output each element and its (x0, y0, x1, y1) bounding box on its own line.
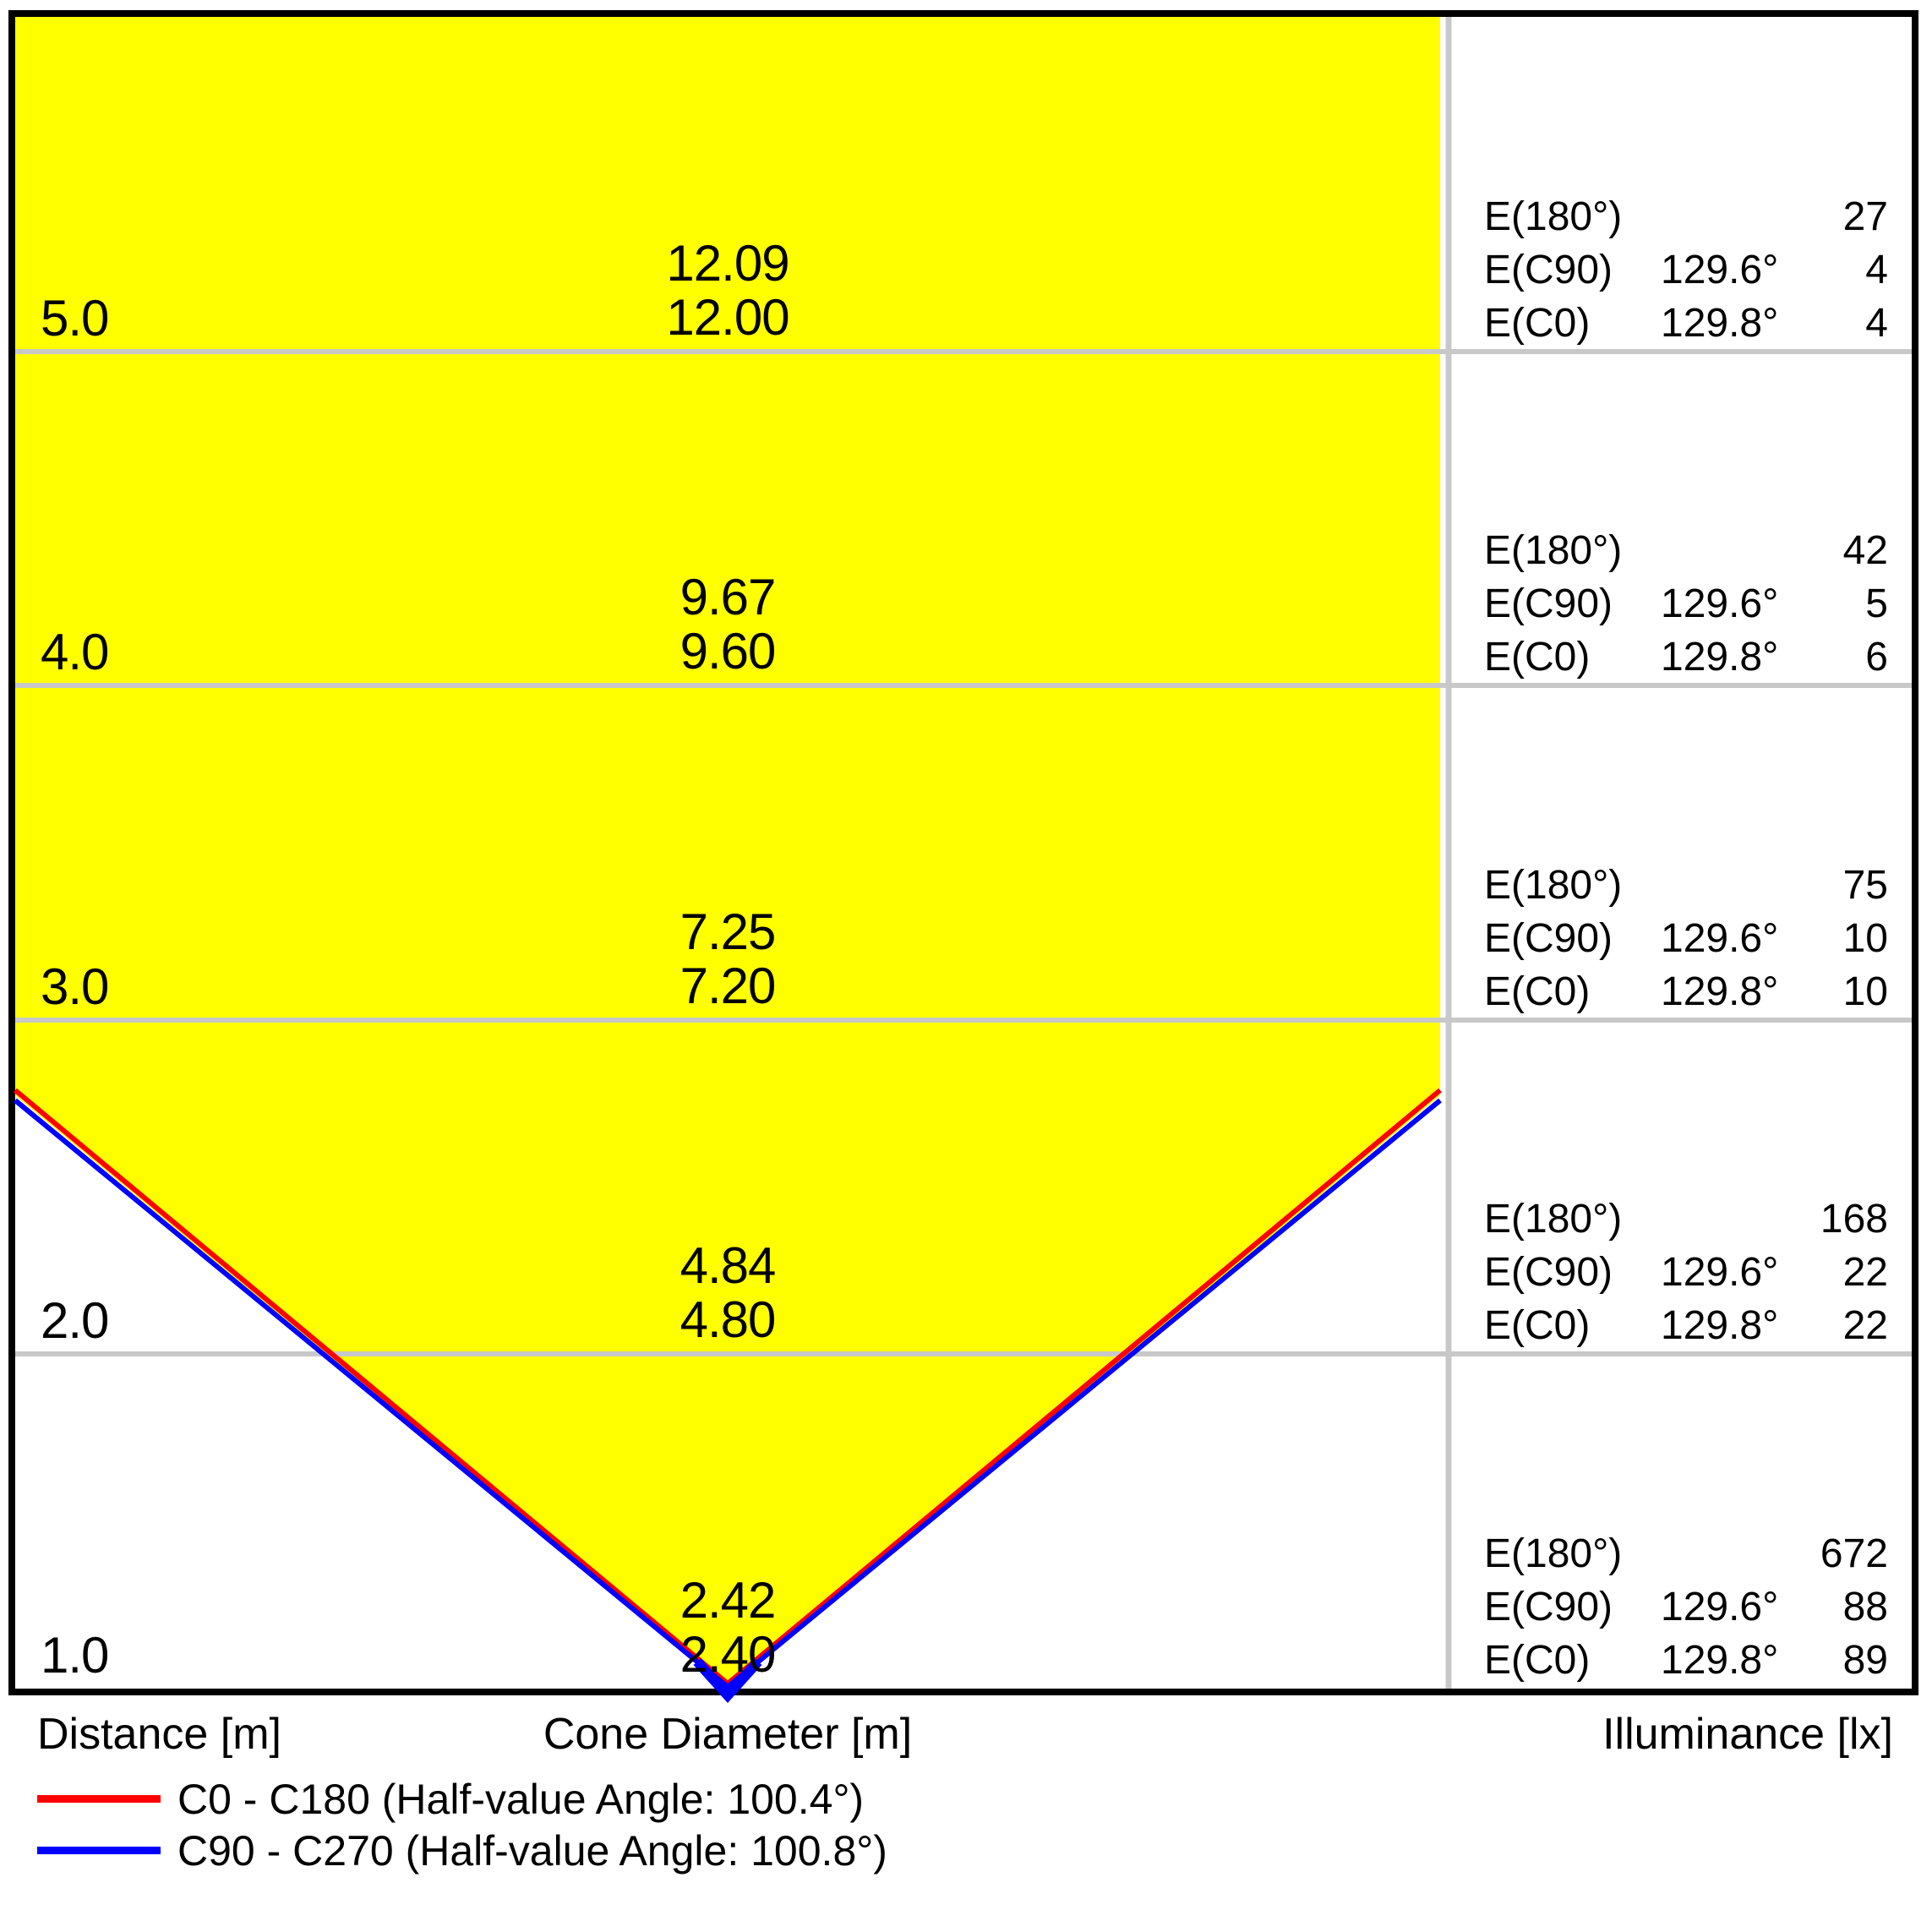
ec90-label: E(C90) (1484, 1585, 1613, 1629)
cone-diameter-c0: 9.60 (679, 623, 777, 679)
legend-label-c90-c270: C90 - C270 (Half-value Angle: 100.8°) (177, 1826, 887, 1875)
cone-diameter-c0: 12.00 (666, 289, 789, 346)
ec0-value: 10 (1842, 969, 1888, 1014)
illuminance-block: E(180°) 672 E(C90) 129.6° 88 E(C0) 129.8° 89 (1452, 1527, 1912, 1688)
cone-diameter-c0: 7.20 (679, 958, 777, 1014)
cone-diameter-axis-caption: Cone Diameter [m] (543, 1710, 913, 1759)
e180-value: 672 (1820, 1531, 1888, 1576)
legend-entry-c0-c180: C0 - C180 (Half-value Angle: 100.4°) (37, 1773, 887, 1825)
illuminance-block: E(180°) 168 E(C90) 129.6° 22 E(C0) 129.8° 22 (1452, 1192, 1912, 1353)
legend: C0 - C180 (Half-value Angle: 100.4°) C90… (37, 1773, 887, 1876)
illuminance-block: E(180°) 42 E(C90) 129.6° 5 E(C0) 129.8° 6 (1452, 524, 1912, 685)
ec90-value: 5 (1865, 581, 1888, 626)
illuminance-block: E(180°) 75 E(C90) 129.6° 10 E(C0) 129.8° 10 (1452, 859, 1912, 1019)
e180-value: 75 (1842, 863, 1888, 908)
cone-diameter-c90: 9.67 (679, 569, 777, 625)
e180-value: 168 (1820, 1197, 1888, 1242)
distance-label: 4.0 (41, 624, 109, 680)
ec0-angle: 129.8° (1661, 635, 1779, 679)
ec90-label: E(C90) (1484, 1250, 1613, 1295)
cone-diagram-frame: 5.0 4.0 3.0 2.0 1.0 12.09 12.00 9.67 9.6… (8, 10, 1918, 1703)
ec0-angle: 129.8° (1661, 1638, 1779, 1683)
c0-c180-cone-line (14, 1088, 1442, 1687)
ec0-angle: 129.8° (1661, 301, 1779, 346)
ec90-label: E(C90) (1484, 248, 1613, 292)
distance-label: 3.0 (41, 958, 109, 1015)
distance-label: 5.0 (41, 290, 109, 347)
row-grid-lines (15, 349, 1912, 1356)
legend-entry-c90-c270: C90 - C270 (Half-value Angle: 100.8°) (37, 1825, 887, 1876)
e180-label: E(180°) (1484, 528, 1623, 573)
cone-diameter-c0: 4.80 (679, 1291, 777, 1348)
c90-c270-line-swatch-icon (37, 1847, 161, 1854)
cone-diameter-c90: 12.09 (666, 235, 789, 292)
e180-label: E(180°) (1484, 194, 1623, 239)
e180-value: 42 (1842, 528, 1888, 573)
ec0-angle: 129.8° (1661, 1303, 1779, 1348)
ec0-angle: 129.8° (1661, 969, 1779, 1014)
cone-diameter-c90: 7.25 (679, 903, 777, 960)
ec0-label: E(C0) (1484, 969, 1591, 1014)
cone-fill-area (15, 17, 1440, 1689)
cone-diameter-values: 9.67 9.60 (15, 570, 1440, 682)
ec90-value: 22 (1842, 1250, 1888, 1295)
distance-label: 2.0 (41, 1292, 109, 1349)
ec90-value: 88 (1842, 1585, 1888, 1629)
illuminance-block: E(180°) 27 E(C90) 129.6° 4 E(C0) 129.8° 4 (1452, 190, 1912, 351)
cone-diameter-values: 2.42 2.40 (15, 1574, 1440, 1685)
light-cone-plot (14, 17, 1912, 1703)
ec0-label: E(C0) (1484, 301, 1591, 346)
legend-label-c0-c180: C0 - C180 (Half-value Angle: 100.4°) (177, 1775, 865, 1823)
ec90-angle: 129.6° (1661, 581, 1779, 626)
ec90-label: E(C90) (1484, 581, 1613, 626)
e180-value: 27 (1842, 194, 1888, 239)
ec90-angle: 129.6° (1661, 1250, 1779, 1295)
ec0-value: 89 (1842, 1638, 1888, 1683)
cone-diameter-c90: 4.84 (679, 1237, 777, 1294)
cone-diameter-values: 12.09 12.00 (15, 237, 1440, 348)
c0-c180-line-swatch-icon (37, 1795, 161, 1803)
e180-label: E(180°) (1484, 1197, 1623, 1242)
cone-diameter-values: 7.25 7.20 (15, 905, 1440, 1017)
ec0-value: 22 (1842, 1303, 1888, 1348)
ec90-value: 4 (1865, 248, 1888, 292)
e180-label: E(180°) (1484, 1531, 1623, 1576)
distance-label: 1.0 (41, 1627, 109, 1684)
ec90-angle: 129.6° (1661, 916, 1779, 961)
cone-diameter-values: 4.84 4.80 (15, 1239, 1440, 1351)
c90-c270-cone-line (14, 1098, 1442, 1690)
ec0-label: E(C0) (1484, 1303, 1591, 1348)
ec0-value: 6 (1865, 635, 1888, 679)
distance-axis-caption: Distance [m] (37, 1710, 281, 1759)
ec0-value: 4 (1865, 301, 1888, 346)
ec90-angle: 129.6° (1661, 1585, 1779, 1629)
ec0-label: E(C0) (1484, 635, 1591, 679)
cone-diameter-c0: 2.40 (679, 1626, 777, 1683)
ec0-label: E(C0) (1484, 1638, 1591, 1683)
ec90-angle: 129.6° (1661, 248, 1779, 292)
cone-diameter-c90: 2.42 (679, 1572, 777, 1629)
cone-apex-arrow-icon (693, 1657, 762, 1703)
ec90-label: E(C90) (1484, 916, 1613, 961)
e180-label: E(180°) (1484, 863, 1623, 908)
illuminance-axis-caption: Illuminance [lx] (1602, 1710, 1893, 1759)
ec90-value: 10 (1842, 916, 1888, 961)
